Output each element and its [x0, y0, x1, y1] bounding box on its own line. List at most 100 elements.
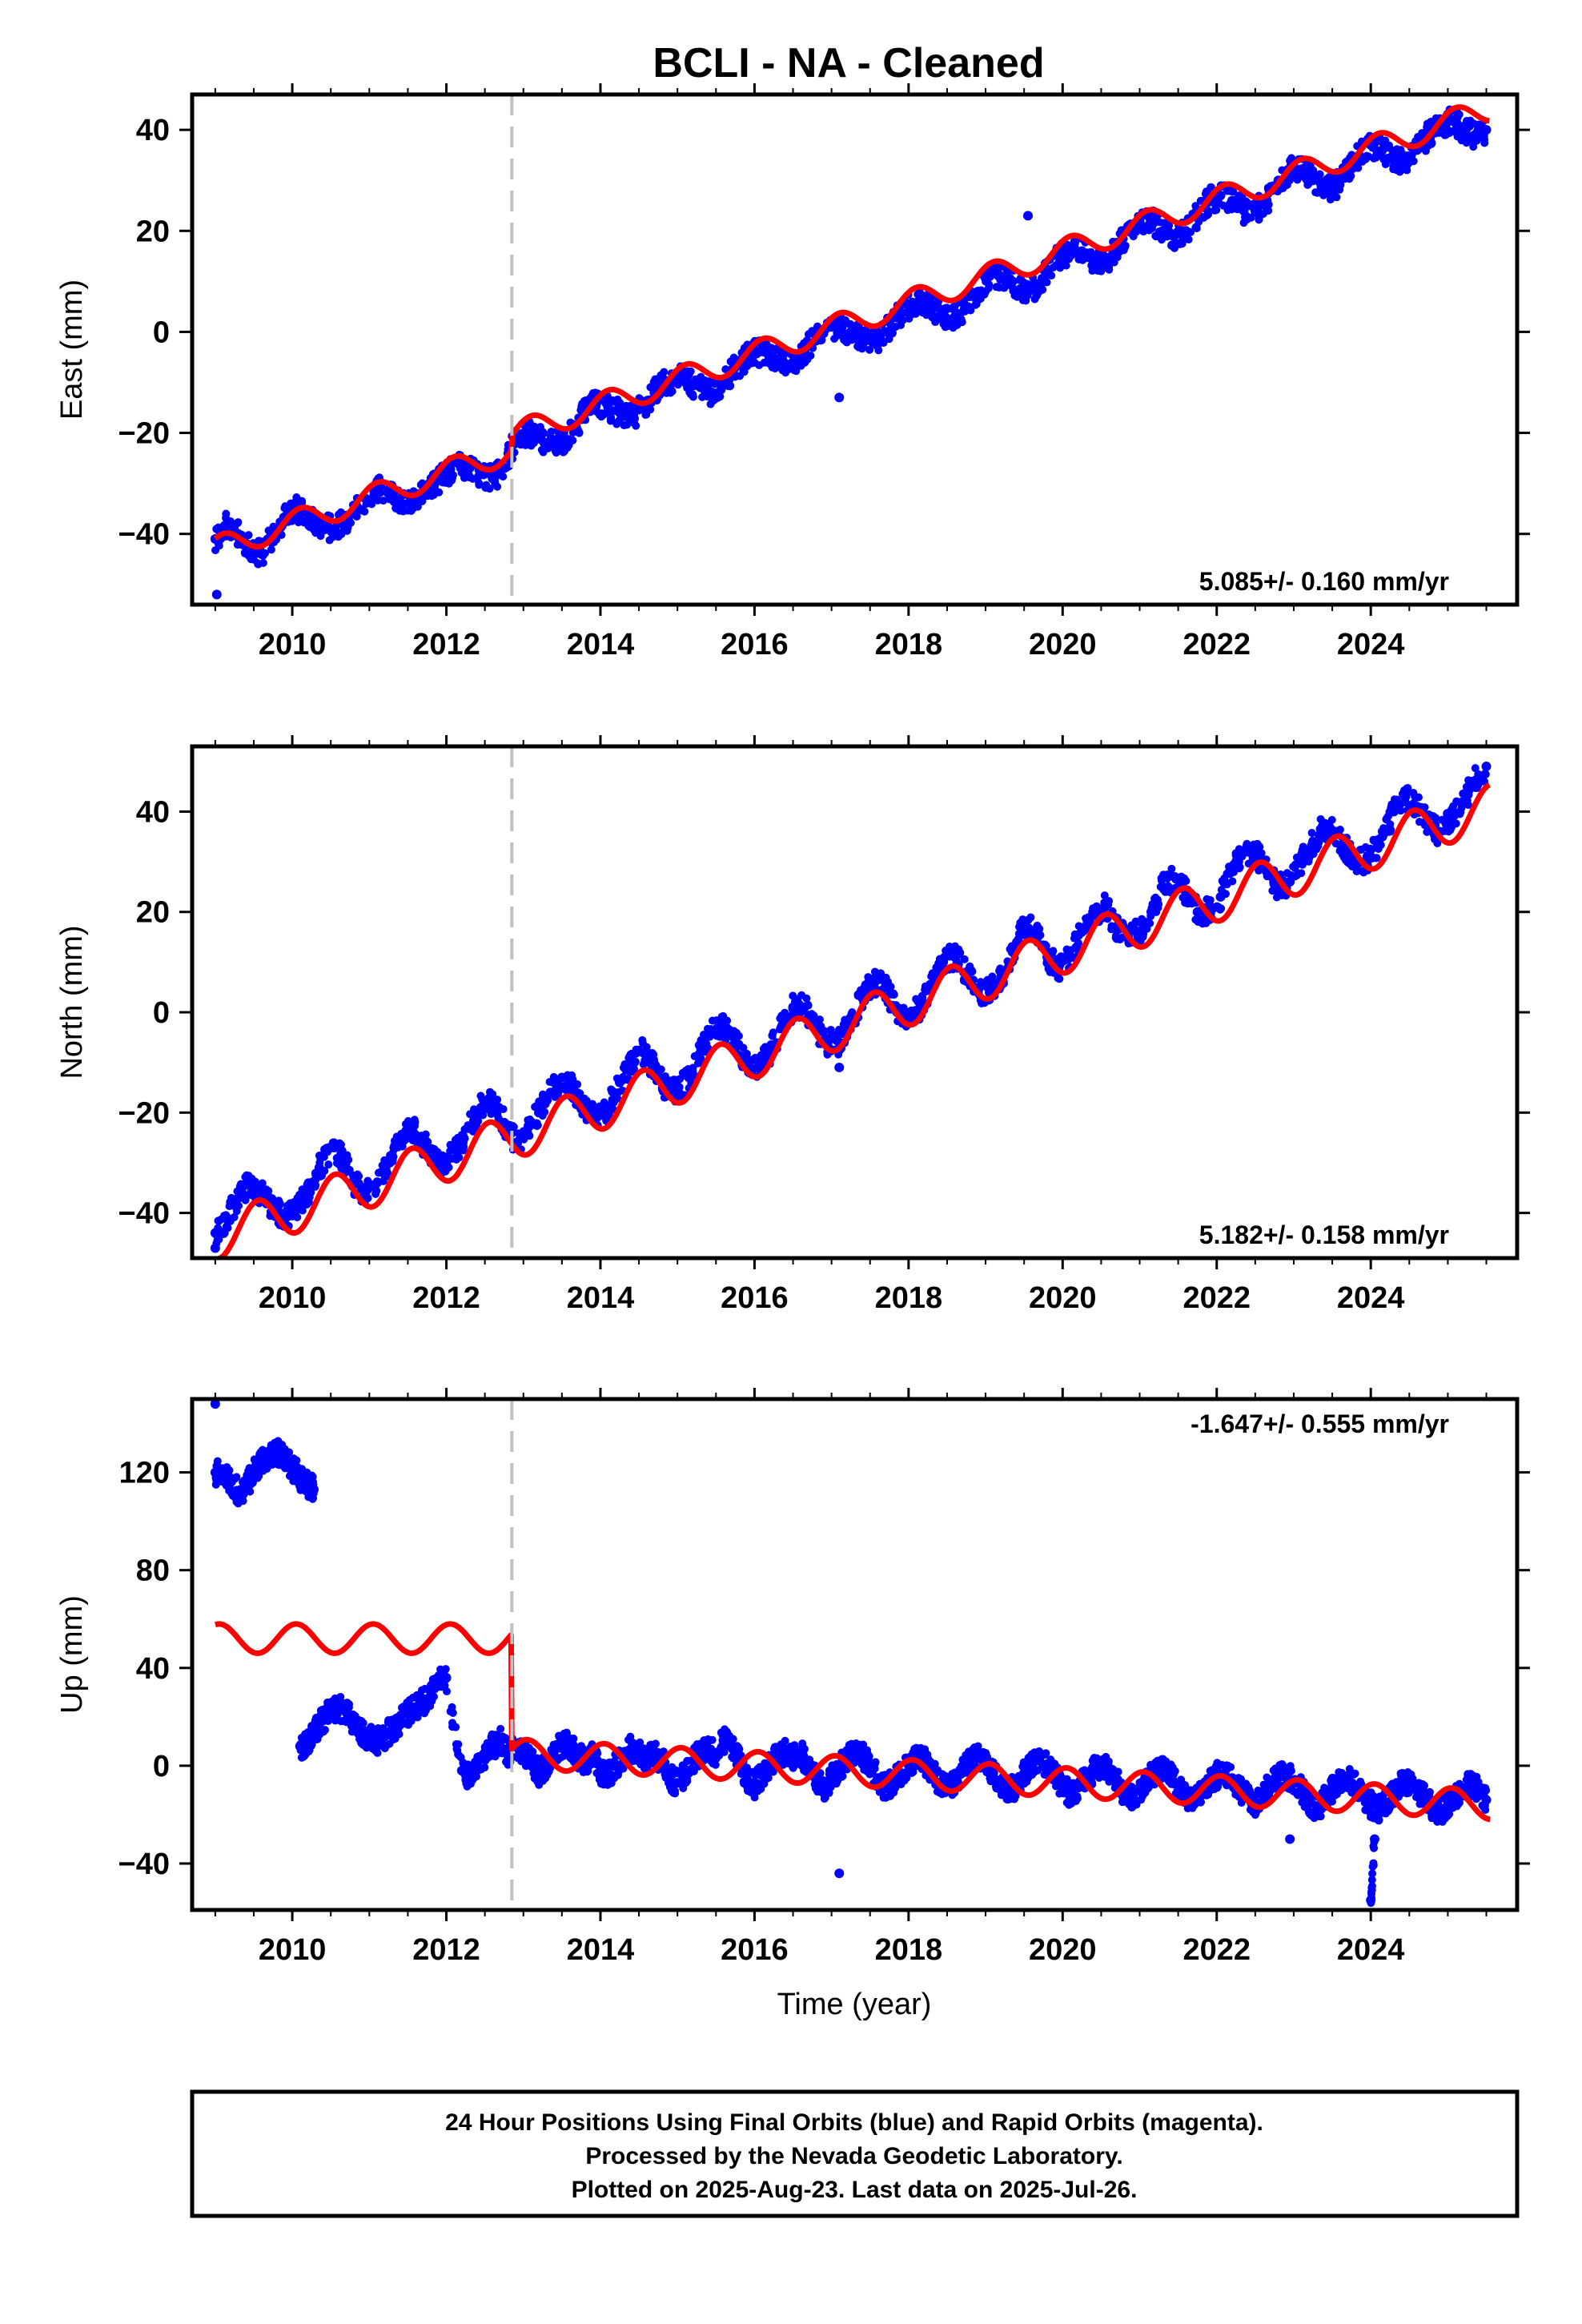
data-point-dense [1471, 764, 1480, 773]
data-point [1077, 246, 1087, 256]
data-point [533, 1108, 544, 1118]
x-tick-label: 2024 [1337, 628, 1405, 661]
data-point-dense [1057, 952, 1066, 961]
data-point [476, 1103, 486, 1113]
data-point-dense [942, 950, 950, 959]
data-point-dense [312, 1735, 321, 1743]
data-point-dense [379, 497, 387, 505]
data-point-dense [247, 555, 255, 564]
data-point-dense [373, 1748, 382, 1757]
data-point [1239, 206, 1249, 216]
data-point [1458, 125, 1468, 135]
data-point [765, 352, 775, 362]
x-tick-label: 2012 [412, 1281, 480, 1315]
x-tick-label: 2014 [567, 1933, 635, 1967]
data-point-dense [708, 1016, 717, 1025]
data-point [1019, 286, 1030, 296]
data-point [1447, 115, 1457, 125]
data-point-dense [258, 1451, 267, 1460]
data-point [210, 1243, 220, 1253]
data-point [256, 1188, 267, 1198]
data-point-dense [1327, 815, 1336, 824]
data-point-dense [889, 991, 898, 999]
data-point [1470, 776, 1480, 786]
data-point [383, 1157, 394, 1168]
data-point-dense [1038, 285, 1047, 294]
data-point-dense [460, 1132, 468, 1141]
data-point [938, 312, 949, 322]
data-point [326, 1143, 336, 1153]
data-point-dense [239, 1497, 247, 1506]
data-point [210, 1228, 220, 1238]
data-point [488, 473, 498, 484]
x-tick-label: 2014 [567, 1281, 635, 1315]
data-point-dense [1385, 143, 1394, 152]
data-point [1065, 246, 1075, 256]
data-point-dense [939, 320, 948, 328]
data-point-dense [781, 368, 790, 377]
data-point [880, 982, 890, 992]
data-point-dense [595, 411, 604, 420]
data-point-dense [1461, 137, 1470, 146]
data-point-dense [308, 1473, 317, 1482]
data-point [799, 1002, 809, 1012]
data-point [1181, 226, 1191, 236]
data-point-dense [535, 1097, 544, 1106]
y-tick-label: −40 [118, 1848, 170, 1881]
data-point-dense [743, 361, 752, 370]
data-point [1319, 185, 1330, 195]
data-point [522, 1128, 532, 1138]
data-point-dense [1371, 843, 1380, 852]
y-tick-label: −40 [118, 1197, 170, 1231]
data-point-dense [721, 1033, 729, 1042]
y-tick-label: 0 [153, 1750, 170, 1783]
data-point [707, 388, 717, 398]
data-point-dense [1379, 824, 1388, 833]
data-point-dense [386, 1151, 395, 1160]
data-point-dense [1448, 804, 1457, 813]
data-point-dense [296, 1465, 305, 1474]
data-point-dense [628, 1757, 637, 1766]
data-point-dense [1242, 197, 1251, 206]
data-point [452, 458, 463, 468]
data-point-dense [1056, 263, 1065, 272]
data-point-dense [418, 497, 427, 505]
data-point [684, 1072, 694, 1083]
data-point [1366, 851, 1376, 862]
data-point-dense [319, 1152, 328, 1161]
panel-east: 2010 2012 2014 2016 2018 2020 2022 2024−40−2002… [55, 83, 1530, 661]
data-point-dense [372, 1187, 381, 1196]
data-point [857, 337, 868, 348]
data-point-dense [1219, 201, 1228, 210]
data-point-dense [1070, 237, 1078, 246]
data-point-dense [1474, 770, 1483, 778]
data-point [233, 1192, 243, 1203]
data-point-dense [781, 1008, 789, 1017]
data-point-dense [1433, 838, 1442, 847]
data-point-dense [623, 420, 632, 429]
data-point [211, 589, 222, 600]
x-tick-label: 2010 [259, 628, 327, 661]
data-point [407, 1123, 417, 1133]
data-point-dense [304, 1198, 313, 1207]
y-tick-label: 0 [153, 996, 170, 1030]
data-point-dense [1315, 170, 1324, 179]
data-point-dense [421, 1707, 430, 1715]
data-point [395, 1132, 405, 1143]
model-fit-line [214, 782, 1491, 1258]
data-point [753, 347, 764, 357]
x-tick-label: 2024 [1337, 1281, 1405, 1315]
data-point-dense [1066, 947, 1075, 955]
data-point [1227, 195, 1237, 206]
data-point-dense [497, 1748, 506, 1757]
data-point-dense [885, 335, 893, 344]
data-point [950, 952, 960, 963]
data-point [407, 498, 417, 509]
data-point-dense [639, 1060, 648, 1069]
data-point-dense [1119, 246, 1128, 255]
data-point [499, 1117, 509, 1128]
data-point-dense [1345, 175, 1354, 183]
x-tick-label: 2020 [1029, 1281, 1097, 1315]
x-tick-label: 2014 [567, 628, 635, 661]
data-point-dense [870, 967, 879, 976]
